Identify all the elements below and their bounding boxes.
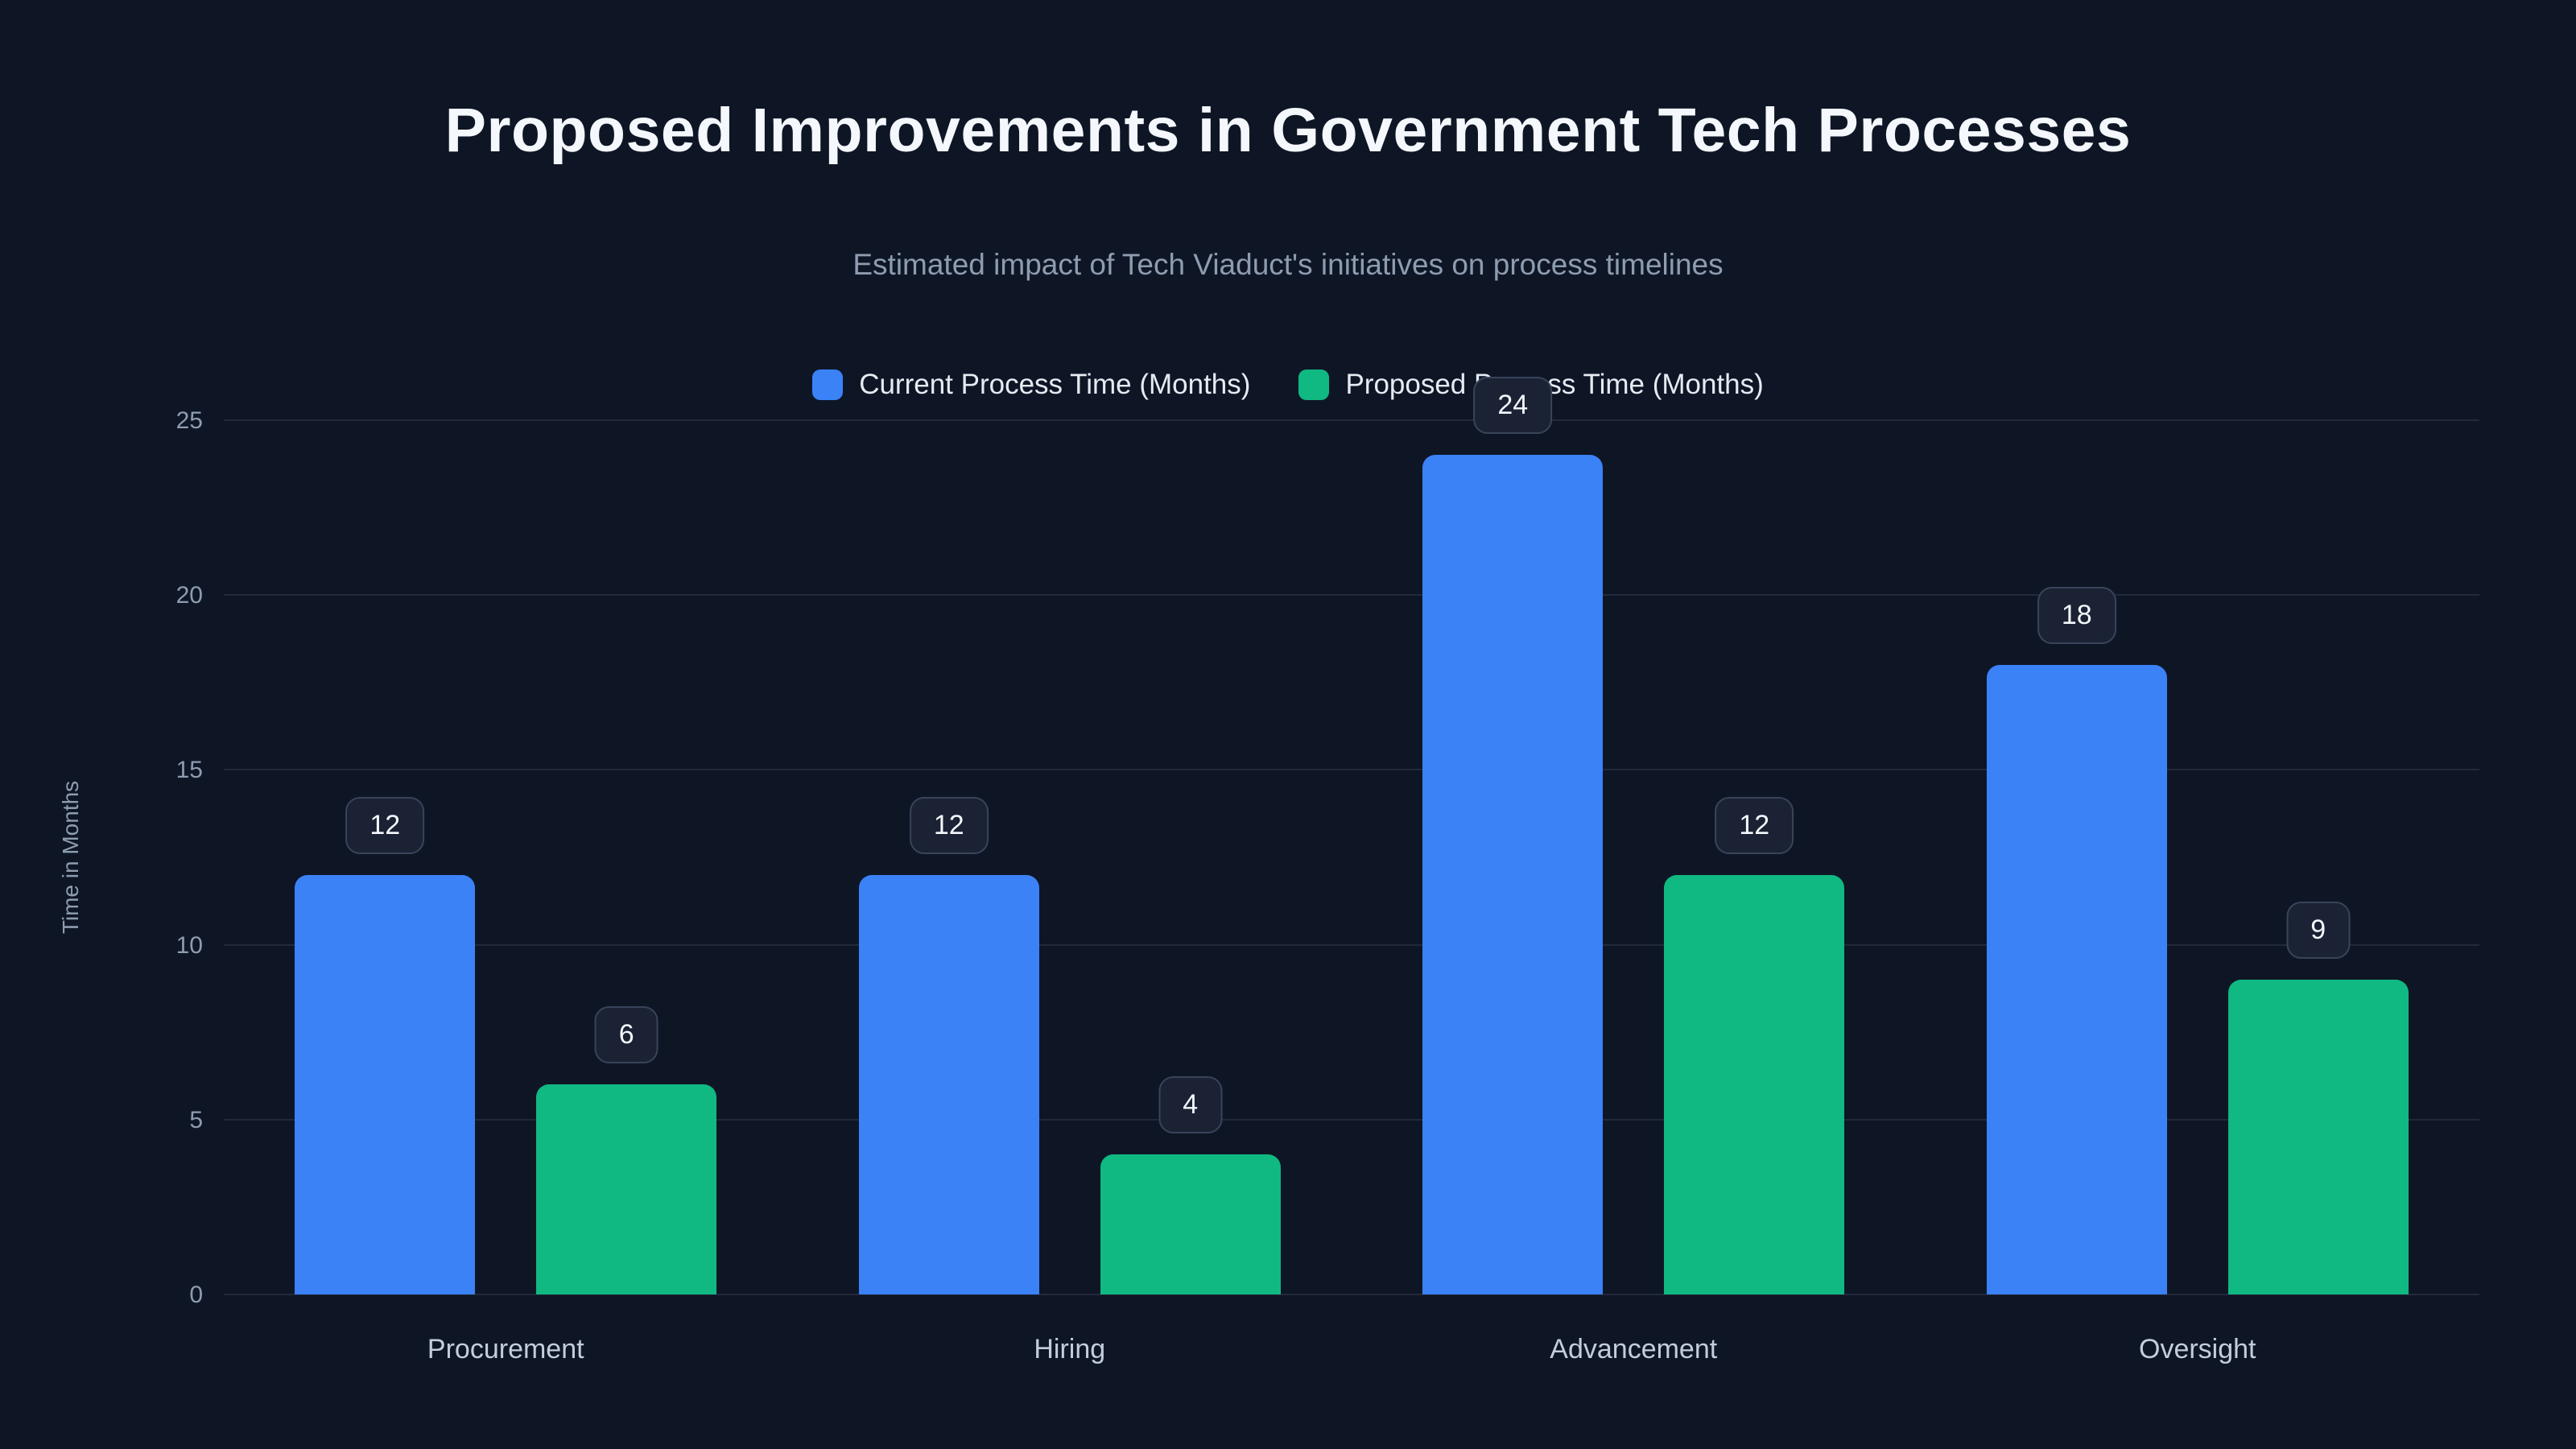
gridline: 20 [176,582,2479,609]
current-bar-procurement[interactable]: 12 [295,796,476,1294]
proposed-bar-oversight[interactable]: 9 [2227,902,2409,1294]
y-axis-tick-label: 15 [175,757,203,784]
gridline: 0 [189,1282,2479,1308]
proposed-bar-procurement[interactable]: 6 [536,1006,717,1294]
gridline: 10 [176,932,2479,959]
y-axis-tick-label: 25 [175,407,203,434]
x-axis-category-label: Oversight [2139,1334,2256,1364]
chart-legend: Current Process Time (Months) Proposed Pr… [0,369,2576,401]
gridline: 15 [176,757,2479,783]
plot-area: 0 5 10 15 20 25 12 6 Procurement 12 4 Hiring 24 12 Adv… [176,377,2479,1364]
legend-swatch-icon [1298,369,1330,400]
legend-item[interactable]: Proposed Process Time (Months) [1298,369,1764,401]
x-axis-category-label: Procurement [427,1334,584,1364]
bar-value-label: 24 [1473,377,1553,435]
bar-value-label: 4 [1158,1076,1223,1134]
x-axis-category-label: Advancement [1550,1334,1718,1364]
proposed-bar-advancement[interactable]: 12 [1664,796,1845,1294]
current-bar-hiring[interactable]: 12 [858,796,1039,1294]
x-axis-category-label: Hiring [1034,1334,1106,1364]
y-axis-tick-label: 0 [189,1282,203,1308]
current-bar-advancement[interactable]: 24 [1422,377,1604,1294]
y-axis-tick-label: 5 [189,1106,203,1133]
bar-value-label: 18 [2037,587,2116,645]
gridline: 25 [176,407,2479,434]
bar-value-label: 12 [1715,796,1794,854]
legend-swatch-icon [812,369,844,400]
legend-label: Current Process Time (Months) [859,369,1251,400]
y-axis-title: Time in Months [58,780,83,935]
bar-value-label: 12 [909,796,989,854]
bar-value-label: 9 [2286,902,2351,960]
bar-group-oversight: 18 9 Oversight [1986,420,2409,1364]
proposed-bar-hiring[interactable]: 4 [1100,1076,1281,1294]
bar-value-label: 12 [345,796,425,854]
gridline: 5 [189,1107,2479,1133]
y-axis-tick-label: 20 [175,582,203,609]
legend-label: Proposed Process Time (Months) [1345,369,1764,400]
bar-group-advancement: 24 12 Advancement [1422,377,1845,1364]
bars-layer: 12 6 Procurement 12 4 Hiring 24 12 Advancement 18… [224,377,2479,1364]
current-bar-oversight[interactable]: 18 [1986,587,2167,1294]
bar-value-label: 6 [594,1006,658,1064]
bar-group-hiring: 12 4 Hiring [858,420,1281,1364]
chart-subtitle: Estimated impact of Tech Viaduct's initi… [852,248,1724,281]
bar-group-procurement: 12 6 Procurement [295,420,717,1364]
chart-title: Proposed Improvements in Government Tech… [444,96,2132,165]
legend-item[interactable]: Current Process Time (Months) [812,369,1250,401]
y-axis-tick-label: 10 [175,931,203,959]
